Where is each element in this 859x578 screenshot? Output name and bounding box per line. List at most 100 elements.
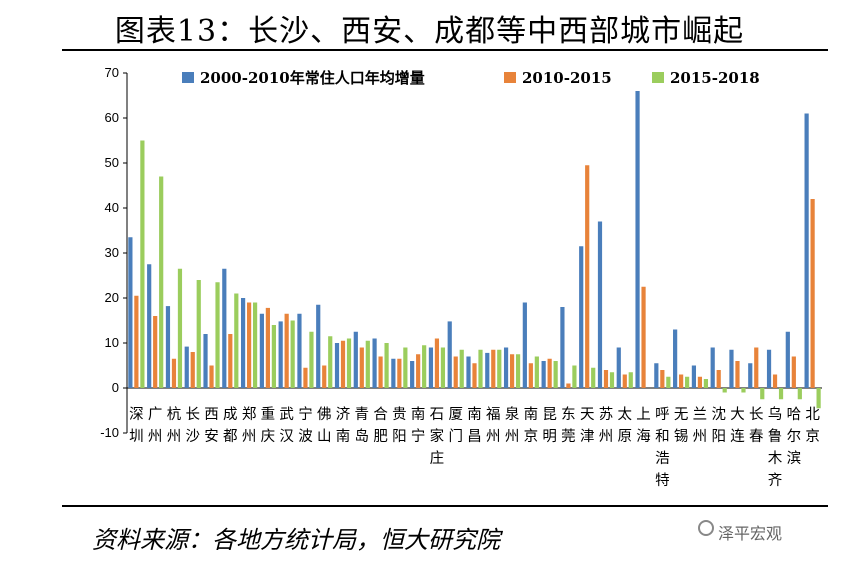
bar-series-3	[271, 325, 276, 388]
category-label-char: 齐	[768, 472, 783, 489]
bar-series-1	[410, 361, 415, 388]
category-label-char: 家	[430, 428, 445, 445]
bar-series-3	[159, 176, 164, 388]
bar-series-3	[572, 365, 577, 388]
bar-series-3	[760, 388, 765, 400]
wechat-icon	[698, 520, 714, 536]
category-label-char: 无	[674, 407, 689, 423]
category-label: 长沙	[185, 406, 200, 445]
category-label-char: 州	[693, 429, 708, 445]
bar-series-1	[691, 365, 697, 388]
bar-series-3	[309, 331, 314, 388]
bar-series-1	[579, 246, 584, 388]
category-label-char: 阳	[711, 428, 726, 445]
category-label: 苏州	[599, 406, 614, 445]
bar-series-1	[447, 321, 452, 388]
bar-series-3	[797, 388, 802, 400]
category-label-char: 州	[599, 429, 614, 445]
category-label-char: 福	[486, 406, 501, 423]
bar-series-2	[303, 367, 308, 388]
category-label-char: 济	[336, 406, 351, 423]
bar-series-1	[485, 352, 490, 388]
bar-series-1	[353, 331, 358, 388]
bar-series-1	[316, 304, 321, 388]
category-label: 广州	[148, 406, 163, 445]
bar-series-2	[585, 165, 590, 388]
legend-label: 2000-2010年常住人口年均增量	[200, 69, 425, 87]
category-label: 青岛	[355, 406, 370, 445]
bar-series-2	[735, 361, 740, 388]
category-label-char: 京	[805, 428, 820, 445]
category-label-char: 呼	[655, 406, 670, 423]
category-label: 贵阳	[392, 406, 407, 445]
bar-series-1	[165, 306, 171, 388]
bar-series-1	[673, 329, 678, 388]
category-label: 天津	[580, 407, 595, 445]
category-label-char: 广	[148, 406, 163, 423]
category-label-char: 山	[317, 428, 332, 445]
category-label: 重庆	[261, 406, 276, 445]
bar-series-2	[284, 313, 289, 388]
legend-swatch	[652, 72, 664, 83]
chart-legend: 2000-2010年常住人口年均增量 2010-2015 2015-2018	[182, 69, 760, 87]
category-label: 武汉	[279, 406, 294, 445]
category-label-char: 宁	[411, 428, 426, 445]
category-label: 北京	[805, 406, 820, 445]
legend-label: 2010-2015	[522, 69, 612, 87]
category-label: 沈阳	[711, 406, 726, 445]
category-label-char: 佛	[317, 406, 332, 423]
bar-series-1	[203, 334, 208, 388]
y-tick-label: 70	[105, 65, 119, 80]
bar-series-1	[710, 347, 715, 388]
y-tick-label: 10	[105, 335, 119, 350]
y-tick-label: 60	[105, 110, 119, 125]
category-label: 南京	[524, 406, 539, 445]
category-label-char: 昌	[467, 429, 482, 445]
bar-series-1	[748, 363, 753, 388]
category-label-char: 长	[749, 406, 764, 423]
bar-series-3	[722, 388, 727, 393]
category-label-char: 和	[655, 428, 670, 445]
category-label-char: 郑	[242, 406, 257, 423]
bar-series-3	[328, 336, 333, 388]
bar-series-2	[622, 374, 627, 388]
category-label-char: 昆	[542, 407, 557, 423]
bar-series-3	[609, 372, 615, 388]
category-label-char: 兰	[693, 406, 708, 423]
category-label-char: 南	[467, 406, 482, 423]
bar-series-2	[528, 363, 533, 388]
y-tick-label: 50	[105, 155, 119, 170]
bar-series-1	[635, 91, 640, 388]
category-label-char: 岛	[355, 428, 370, 445]
bar-series-1	[597, 221, 603, 388]
category-label-char: 大	[730, 406, 745, 423]
bar-series-2	[679, 374, 684, 388]
bar-series-3	[666, 376, 671, 388]
bar-series-2	[134, 295, 139, 388]
category-label: 南宁	[411, 406, 426, 445]
bar-series-2	[547, 358, 552, 388]
category-label-char: 宁	[298, 406, 313, 423]
category-label-char: 西	[204, 407, 219, 423]
category-label-char: 天	[580, 407, 595, 423]
category-label-char: 庆	[261, 428, 276, 445]
bar-series-3	[234, 293, 239, 388]
bar-series-2	[340, 340, 346, 388]
bar-series-1	[391, 358, 396, 388]
bar-series-1	[259, 313, 264, 388]
category-label-char: 京	[524, 428, 539, 445]
category-label-char: 海	[636, 428, 651, 445]
bar-series-2	[716, 370, 721, 388]
y-tick-label: -10	[100, 425, 119, 440]
category-label: 长春	[749, 406, 764, 445]
category-label-char: 南	[336, 428, 351, 445]
category-label: 西安	[204, 407, 219, 445]
bar-series-3	[778, 388, 784, 400]
bar-series-3	[403, 347, 408, 388]
category-label: 福州	[486, 406, 501, 445]
bar-series-3	[290, 320, 295, 388]
category-label-char: 石	[430, 407, 445, 423]
bar-series-3	[497, 349, 502, 388]
bar-series-1	[560, 307, 565, 388]
